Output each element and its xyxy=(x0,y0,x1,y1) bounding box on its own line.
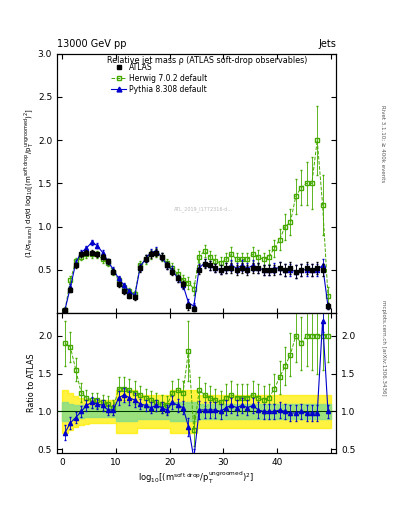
Y-axis label: $(1/\sigma_\mathrm{resum})$ d$\sigma$/d log$_{10}$[(m$^\mathrm{soft\ drop}$/p$_\: $(1/\sigma_\mathrm{resum})$ d$\sigma$/d … xyxy=(23,109,37,258)
Legend: ATLAS, Herwig 7.0.2 default, Pythia 8.308 default: ATLAS, Herwig 7.0.2 default, Pythia 8.30… xyxy=(111,63,208,94)
X-axis label: log$_{10}$[(m$^{\mathrm{soft\ drop}}$/p$_\mathrm{T}^{\mathrm{ungroomed}}$)$^2$]: log$_{10}$[(m$^{\mathrm{soft\ drop}}$/p$… xyxy=(138,470,255,486)
Text: mcplots.cern.ch [arXiv:1306.3436]: mcplots.cern.ch [arXiv:1306.3436] xyxy=(381,301,386,396)
Y-axis label: Ratio to ATLAS: Ratio to ATLAS xyxy=(28,354,37,412)
Text: Jets: Jets xyxy=(318,38,336,49)
Text: 13000 GeV pp: 13000 GeV pp xyxy=(57,38,127,49)
Text: Relative jet mass ρ (ATLAS soft-drop observables): Relative jet mass ρ (ATLAS soft-drop obs… xyxy=(107,56,308,66)
Text: ATL_2019_I1772316-d...: ATL_2019_I1772316-d... xyxy=(174,206,233,212)
Text: Rivet 3.1.10; ≥ 400k events: Rivet 3.1.10; ≥ 400k events xyxy=(381,105,386,182)
